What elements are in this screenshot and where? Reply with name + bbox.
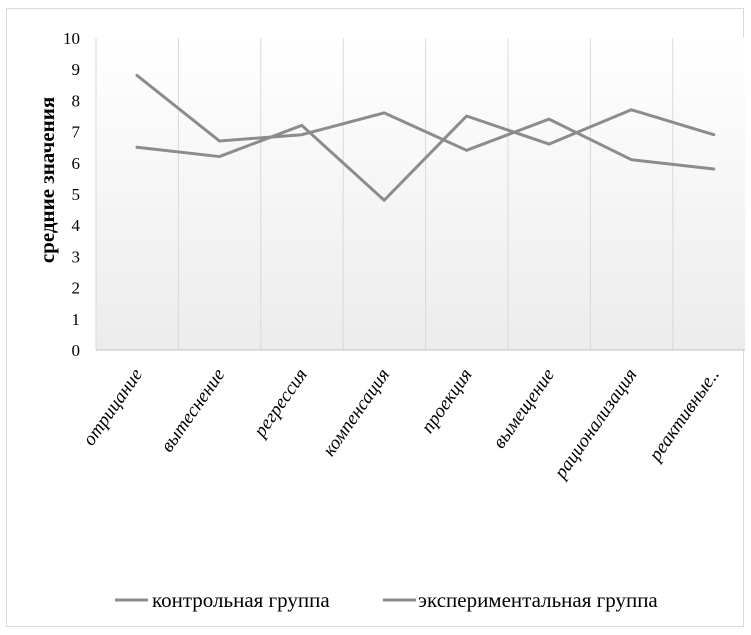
y-tick-label: 2 xyxy=(72,279,81,298)
x-tick-label: рационализация xyxy=(549,365,641,484)
y-tick-label: 5 xyxy=(72,185,81,204)
legend-label: контрольная группа xyxy=(152,588,330,612)
y-tick-label: 0 xyxy=(72,341,81,360)
x-tick-labels: отрицание вытеснение регрессия компенсация п… xyxy=(79,365,724,484)
y-tick-labels: 0 1 2 3 4 5 6 7 8 9 10 xyxy=(63,29,81,360)
y-tick-label: 3 xyxy=(72,247,81,266)
y-tick-label: 1 xyxy=(72,310,81,329)
y-tick-label: 10 xyxy=(63,29,80,48)
legend: контрольная группа экспериментальная груп… xyxy=(115,588,658,612)
y-tick-label: 6 xyxy=(72,154,81,173)
x-tick-label: регрессия xyxy=(249,365,312,443)
y-tick-label: 7 xyxy=(72,123,81,142)
x-tick-label: проекция xyxy=(417,365,476,437)
y-axis-label: средние значения xyxy=(35,97,59,263)
x-tick-label: вымещение xyxy=(489,365,559,453)
series-line-2 xyxy=(135,108,716,202)
y-tick-label: 4 xyxy=(72,216,81,235)
x-tick-label: отрицание xyxy=(79,365,147,450)
plot-area xyxy=(96,38,745,350)
legend-label: экспериментальная группа xyxy=(418,588,658,612)
x-tick-label: вытеснение xyxy=(157,365,230,456)
series-lines xyxy=(135,73,716,202)
gridlines xyxy=(95,38,674,350)
y-tick-label: 9 xyxy=(72,60,81,79)
series-line-1 xyxy=(135,73,716,171)
x-tick-label: компенсация xyxy=(319,365,395,460)
x-tick-label: реактивные.. xyxy=(644,365,724,467)
y-tick-label: 8 xyxy=(72,91,81,110)
